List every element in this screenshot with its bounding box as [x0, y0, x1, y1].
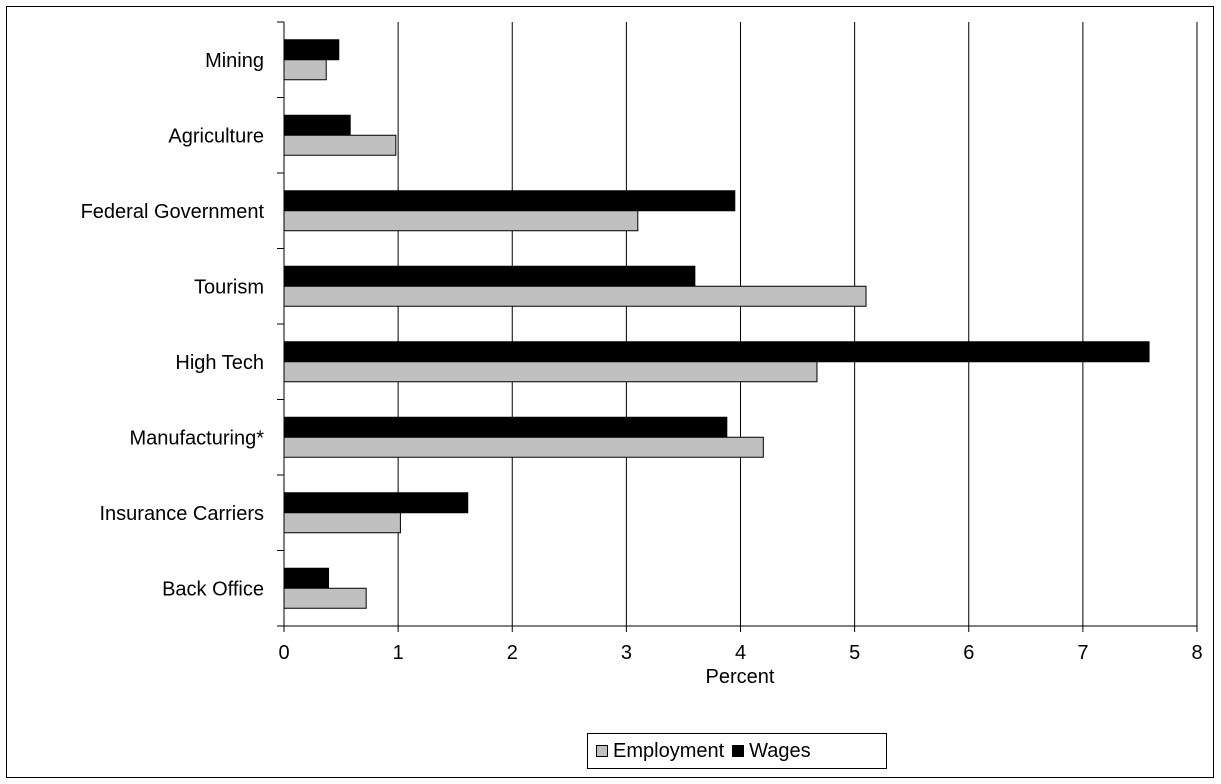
bars [283, 39, 1150, 609]
x-tick-label: 2 [507, 642, 518, 664]
bar-wages-6 [283, 416, 728, 438]
bar-employment-5 [283, 361, 818, 383]
bar-employment-2 [283, 134, 397, 156]
axes [277, 21, 1198, 632]
legend-item-employment: Employment [596, 740, 724, 763]
x-tick-label: 5 [849, 642, 860, 664]
legend-label-employment: Employment [613, 739, 725, 762]
bar-wages-2 [283, 114, 351, 136]
x-tick-label: 4 [735, 642, 746, 664]
legend-swatch-wages [732, 745, 745, 757]
legend-label-wages: Wages [749, 739, 811, 762]
chart-frame [6, 6, 1214, 778]
x-tick-label: 3 [621, 642, 632, 664]
bar-wages-8 [283, 567, 330, 589]
bar-wages-3 [283, 190, 736, 212]
bar-employment-4 [283, 285, 867, 307]
legend-swatch-employment [596, 745, 608, 757]
tick-labels: 0 1 2 3 4 5 6 7 8 Mining Agriculture Federal Govern… [81, 50, 1203, 664]
category-label: High Tech [175, 352, 264, 374]
x-axis-title: Percent [706, 666, 775, 688]
bar-wages-5 [283, 341, 1150, 363]
x-tick-label: 0 [278, 642, 289, 664]
bar-employment-3 [283, 210, 639, 232]
category-label: Agriculture [168, 125, 264, 147]
x-tick-label: 1 [393, 642, 404, 664]
bar-wages-4 [283, 265, 696, 287]
x-tick-label: 7 [1077, 642, 1088, 664]
bar-employment-8 [283, 587, 367, 609]
category-label: Back Office [162, 578, 264, 600]
bar-employment-7 [283, 512, 401, 534]
bar-employment-1 [283, 59, 327, 81]
bar-employment-6 [283, 436, 764, 458]
category-label: Federal Government [81, 201, 265, 223]
category-label: Insurance Carriers [99, 503, 264, 525]
legend-item-wages: Wages [732, 740, 811, 763]
legend: Employment Wages [587, 733, 887, 769]
category-label: Manufacturing* [129, 427, 264, 449]
x-tick-label: 8 [1191, 642, 1202, 664]
bar-wages-1 [283, 39, 340, 61]
gridlines [397, 22, 1198, 626]
category-label: Mining [205, 50, 264, 72]
category-label: Tourism [194, 276, 264, 298]
x-tick-label: 6 [963, 642, 974, 664]
bar-wages-7 [283, 492, 469, 514]
